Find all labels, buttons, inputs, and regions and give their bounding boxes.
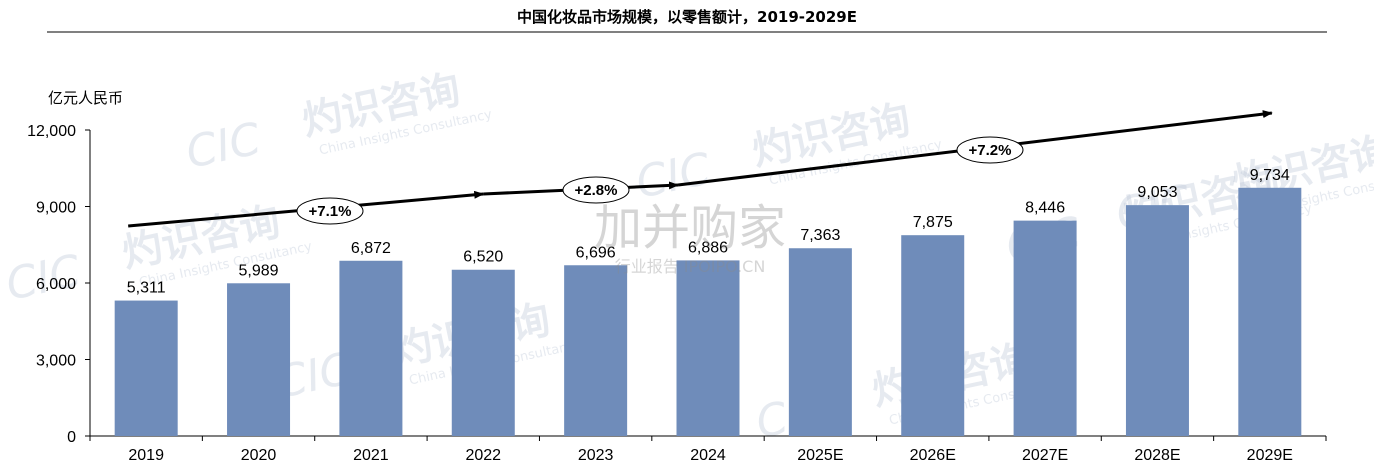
x-tick-label: 2027E (1022, 447, 1068, 464)
bars (114, 187, 1302, 436)
bar-value-label: 7,363 (800, 227, 840, 244)
bar-value-label: 5,311 (127, 280, 166, 297)
bar-value-label: 8,446 (1025, 200, 1065, 217)
x-tick-label: 2026E (910, 447, 956, 464)
y-tick-label: 12,000 (27, 123, 76, 140)
bar-value-label: 6,886 (688, 239, 728, 256)
bar (1238, 187, 1302, 436)
bar-value-label: 5,989 (239, 262, 279, 279)
x-tick-label: 2023 (578, 447, 614, 464)
bar (564, 265, 628, 436)
bar-value-label: 9,053 (1137, 184, 1177, 201)
site-watermark-small: 行业报告 IPOIPO.CN (615, 257, 766, 276)
x-tick-labels: 2019 2020 2021 2022 2023 2024 2025E 2026E 2027E 2… (128, 447, 1293, 464)
bar (676, 260, 740, 436)
y-tick-label: 9,000 (36, 200, 76, 217)
x-tick-label: 2024 (690, 447, 726, 464)
cagr-bubble (956, 136, 1024, 164)
site-watermark-big: 加并购家 (594, 200, 786, 256)
x-tick-label: 2019 (128, 447, 164, 464)
bar (451, 269, 515, 436)
bar-value-label: 6,872 (351, 240, 391, 257)
y-axis-unit-label: 亿元人民币 (48, 89, 123, 107)
cagr-label: +7.1% (309, 203, 352, 220)
watermark-brand: CIC (632, 143, 716, 208)
bar (1013, 220, 1077, 436)
bar (227, 283, 291, 436)
bar (788, 248, 852, 436)
cagr-bubble (562, 176, 630, 204)
bar (1125, 205, 1189, 436)
chart-title: 中国化妆品市场规模，以零售额计，2019-2029E (517, 8, 857, 26)
bar (114, 300, 178, 436)
bar-value-label: 9,734 (1250, 167, 1290, 184)
x-tick-label: 2022 (465, 447, 501, 464)
bar-value-label: 6,696 (576, 244, 616, 261)
x-tick-label: 2021 (353, 447, 389, 464)
bar (339, 260, 403, 436)
x-tick-label: 2025E (797, 447, 843, 464)
x-tick-label: 2020 (241, 447, 277, 464)
bar-value-label: 6,520 (463, 249, 503, 266)
watermark-brand: CIC (182, 113, 266, 178)
y-tick-label: 0 (67, 429, 76, 446)
cagr-bubble (296, 197, 364, 225)
y-tick-label: 6,000 (36, 276, 76, 293)
bar (901, 235, 965, 436)
cagr-label: +7.2% (969, 142, 1012, 159)
x-tick-label: 2028E (1134, 447, 1180, 464)
y-tick-label: 3,000 (36, 353, 76, 370)
bar-value-label: 7,875 (913, 214, 953, 231)
x-tick-label: 2029E (1247, 447, 1293, 464)
cagr-trend: +7.1% +2.8% +7.2% (128, 110, 1273, 228)
value-labels: 5,311 5,989 6,872 6,520 6,696 6,886 7,363 7,875… (127, 167, 1290, 297)
cagr-label: +2.8% (575, 182, 618, 199)
